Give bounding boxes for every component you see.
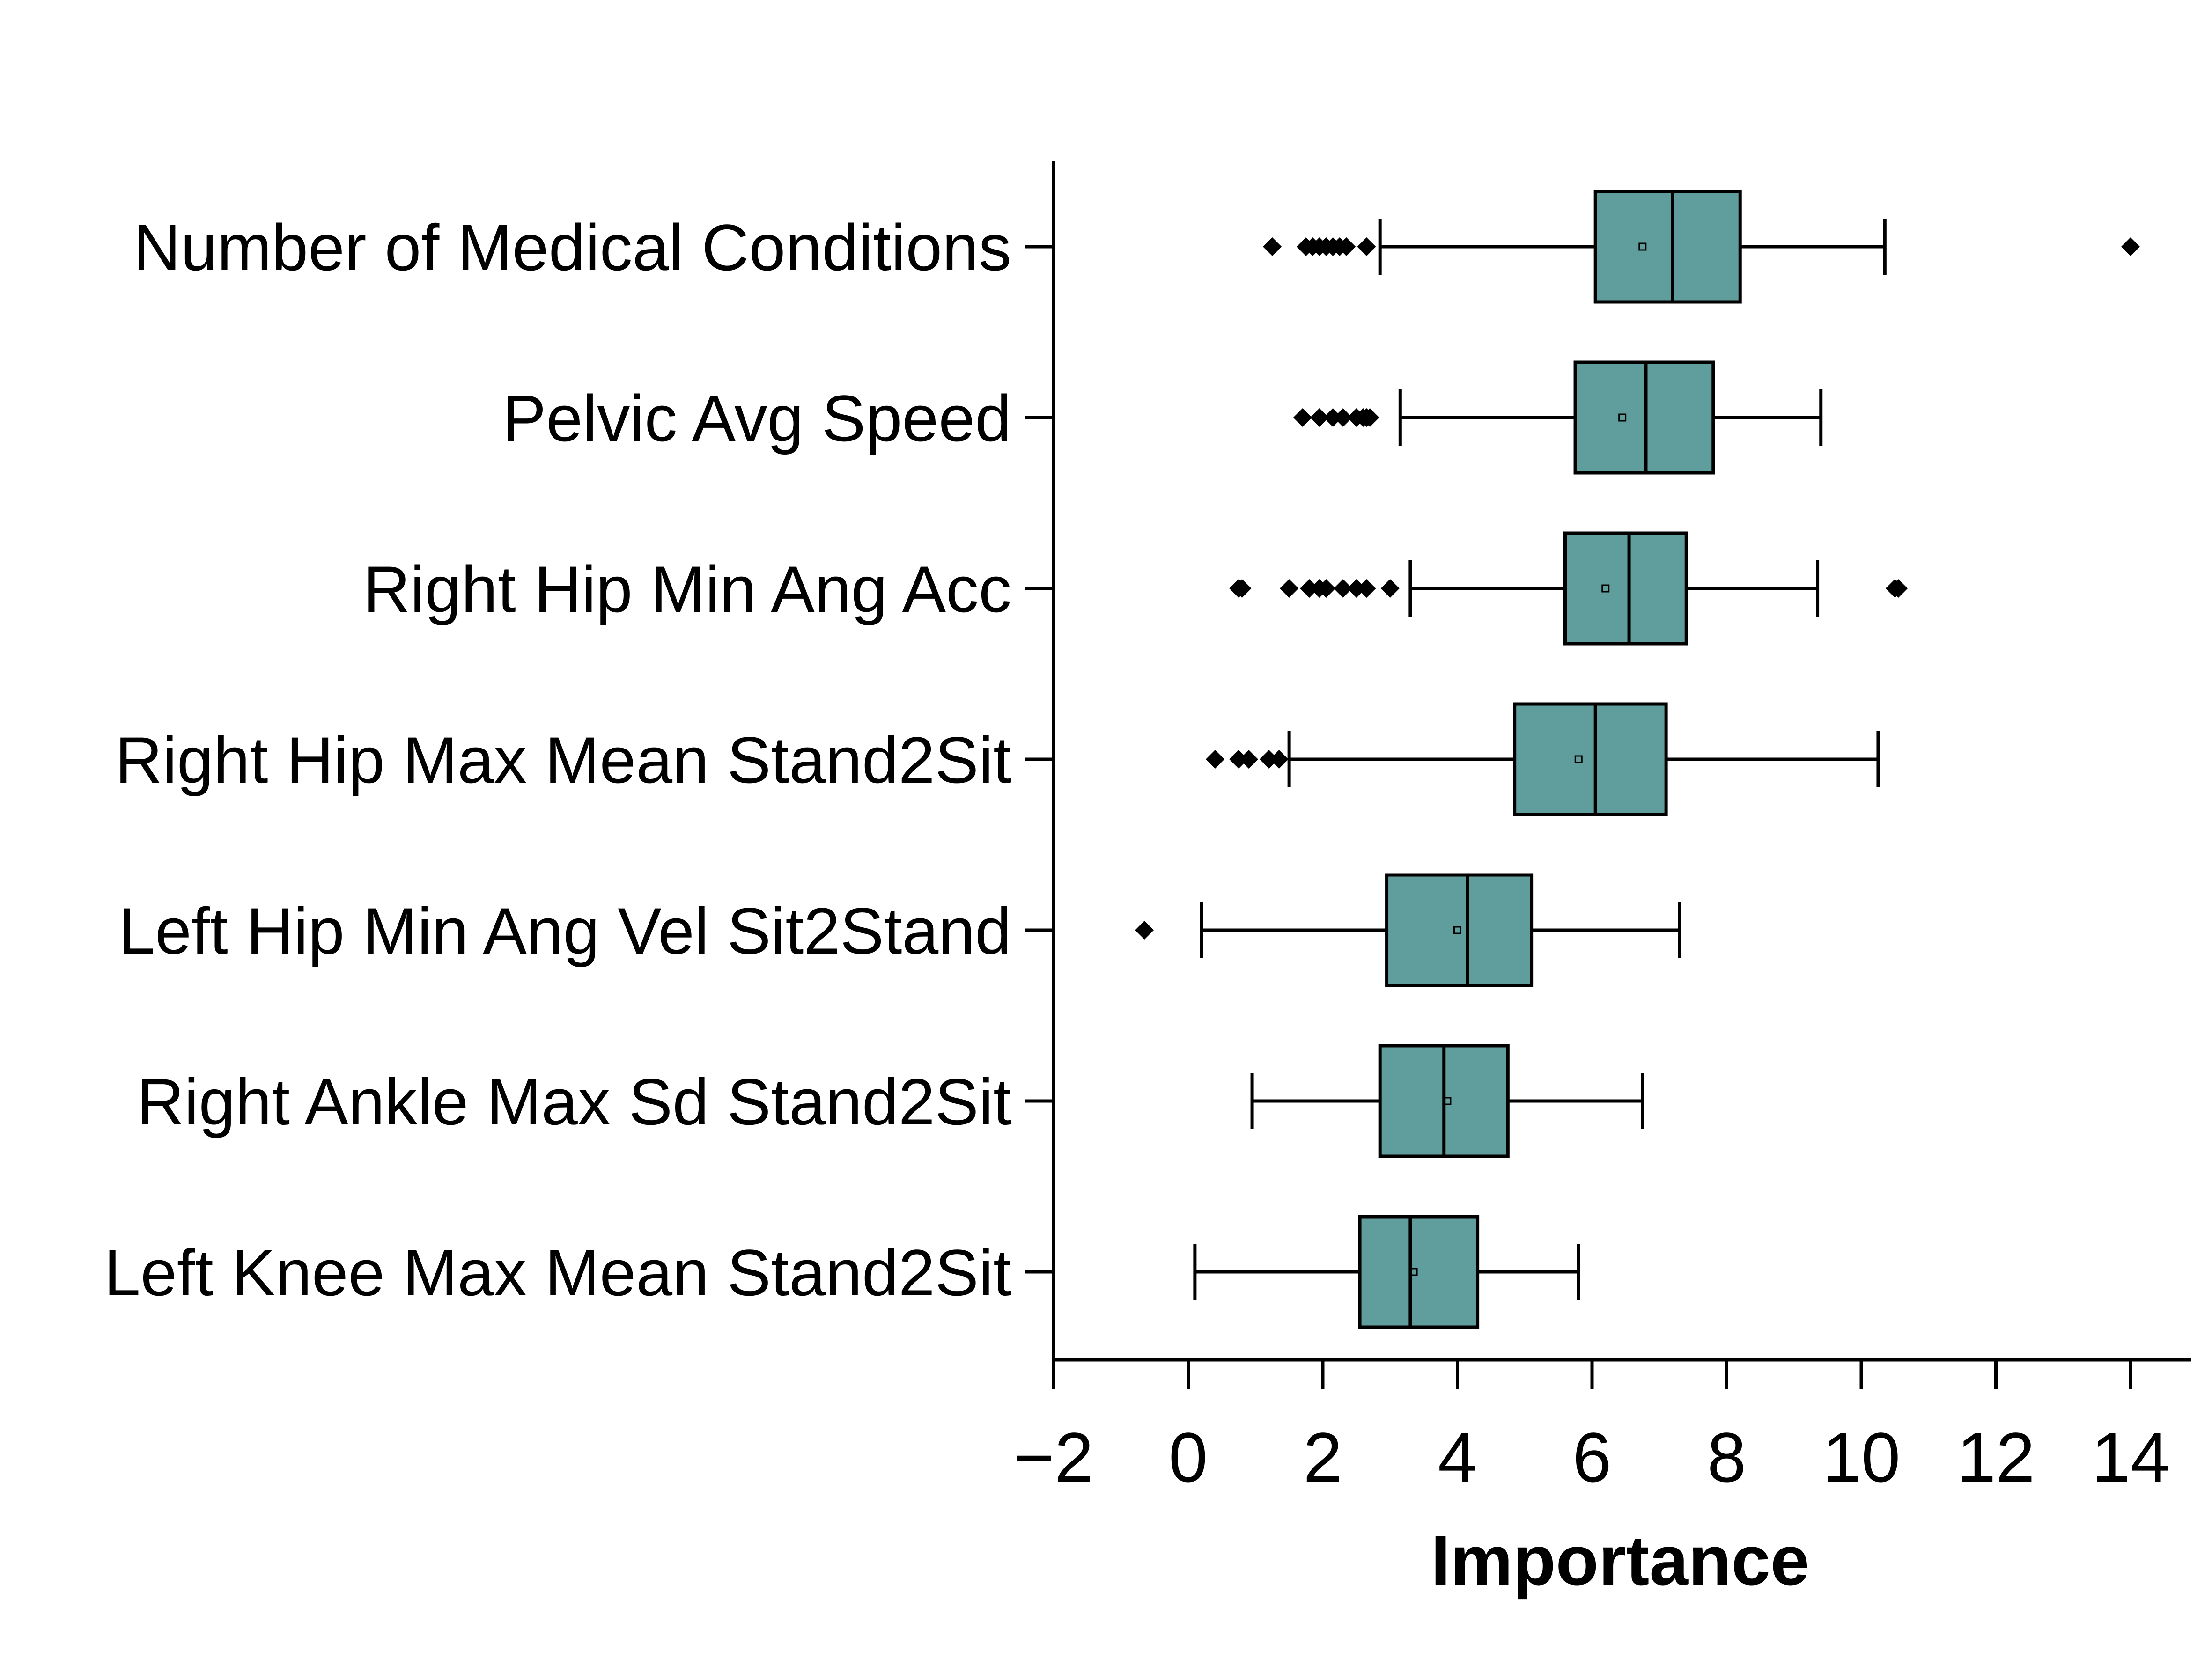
x-tick-label: −2	[1013, 1418, 1093, 1497]
category-label: Right Ankle Max Sd Stand2Sit	[137, 1065, 1011, 1138]
box-group	[1229, 531, 1908, 646]
box-group	[1135, 873, 1681, 987]
outlier-point	[1206, 750, 1224, 769]
mean-marker	[1574, 755, 1583, 763]
x-tick-label: 0	[1169, 1418, 1208, 1497]
iqr-box	[1513, 702, 1668, 816]
outlier-point	[1334, 408, 1353, 427]
x-tick-label: 14	[2092, 1418, 2170, 1497]
x-axis-title: Importance	[1431, 1521, 1810, 1600]
outlier-point	[2121, 237, 2140, 256]
box-group	[1263, 190, 2140, 304]
outlier-point	[1360, 408, 1379, 427]
outlier-point	[1300, 579, 1319, 598]
mean-marker	[1638, 242, 1647, 251]
outlier-point	[1337, 237, 1356, 256]
outlier-point	[1357, 579, 1376, 598]
category-label: Left Hip Min Ang Vel Sit2Stand	[118, 894, 1011, 968]
outlier-point	[1239, 750, 1258, 769]
outlier-point	[1280, 579, 1299, 598]
outlier-point	[1229, 750, 1248, 769]
box-group	[1293, 360, 1823, 475]
boxes-layer	[1135, 190, 2140, 1329]
outlier-point	[1135, 921, 1154, 940]
outlier-point	[1357, 237, 1376, 256]
outlier-point	[1232, 579, 1252, 598]
outlier-point	[1269, 750, 1289, 769]
box-group	[1250, 1044, 1644, 1158]
box-group	[1206, 702, 1880, 816]
iqr-box	[1593, 190, 1742, 304]
x-tick-label: 8	[1707, 1418, 1746, 1497]
x-tick-label: 2	[1303, 1418, 1342, 1497]
category-label: Right Hip Min Ang Acc	[363, 552, 1011, 626]
category-label: Pelvic Avg Speed	[502, 382, 1011, 455]
x-tick-label: 12	[1957, 1418, 2035, 1497]
iqr-box	[1573, 360, 1715, 475]
outlier-point	[1293, 408, 1312, 427]
outlier-point	[1263, 237, 1282, 256]
box-group	[1193, 1215, 1580, 1329]
mean-marker	[1409, 1268, 1418, 1276]
outlier-point	[1380, 579, 1400, 598]
mean-marker	[1601, 584, 1610, 593]
iqr-box	[1563, 531, 1688, 646]
category-label: Left Knee Max Mean Stand2Sit	[104, 1236, 1011, 1309]
iqr-box	[1385, 873, 1534, 987]
mean-marker	[1443, 1097, 1452, 1105]
iqr-box	[1358, 1215, 1480, 1329]
x-tick-label: 6	[1572, 1418, 1611, 1497]
category-label: Number of Medical Conditions	[133, 211, 1011, 284]
outlier-point	[1310, 408, 1329, 427]
labels-layer: −2 0 2 4 6 8 10 12 14 Number of Medical Condition…	[104, 211, 2169, 1497]
outlier-point	[1889, 579, 1908, 598]
x-tick-label: 4	[1438, 1418, 1477, 1497]
mean-marker	[1453, 926, 1461, 934]
mean-marker	[1618, 413, 1627, 422]
x-tick-label: 10	[1822, 1418, 1901, 1497]
outlier-point	[1334, 579, 1353, 598]
category-label: Right Hip Max Mean Stand2Sit	[115, 723, 1011, 797]
outlier-point	[1260, 750, 1278, 769]
outlier-point	[1347, 579, 1366, 598]
outlier-point	[1323, 408, 1342, 427]
outlier-point	[1317, 579, 1336, 598]
